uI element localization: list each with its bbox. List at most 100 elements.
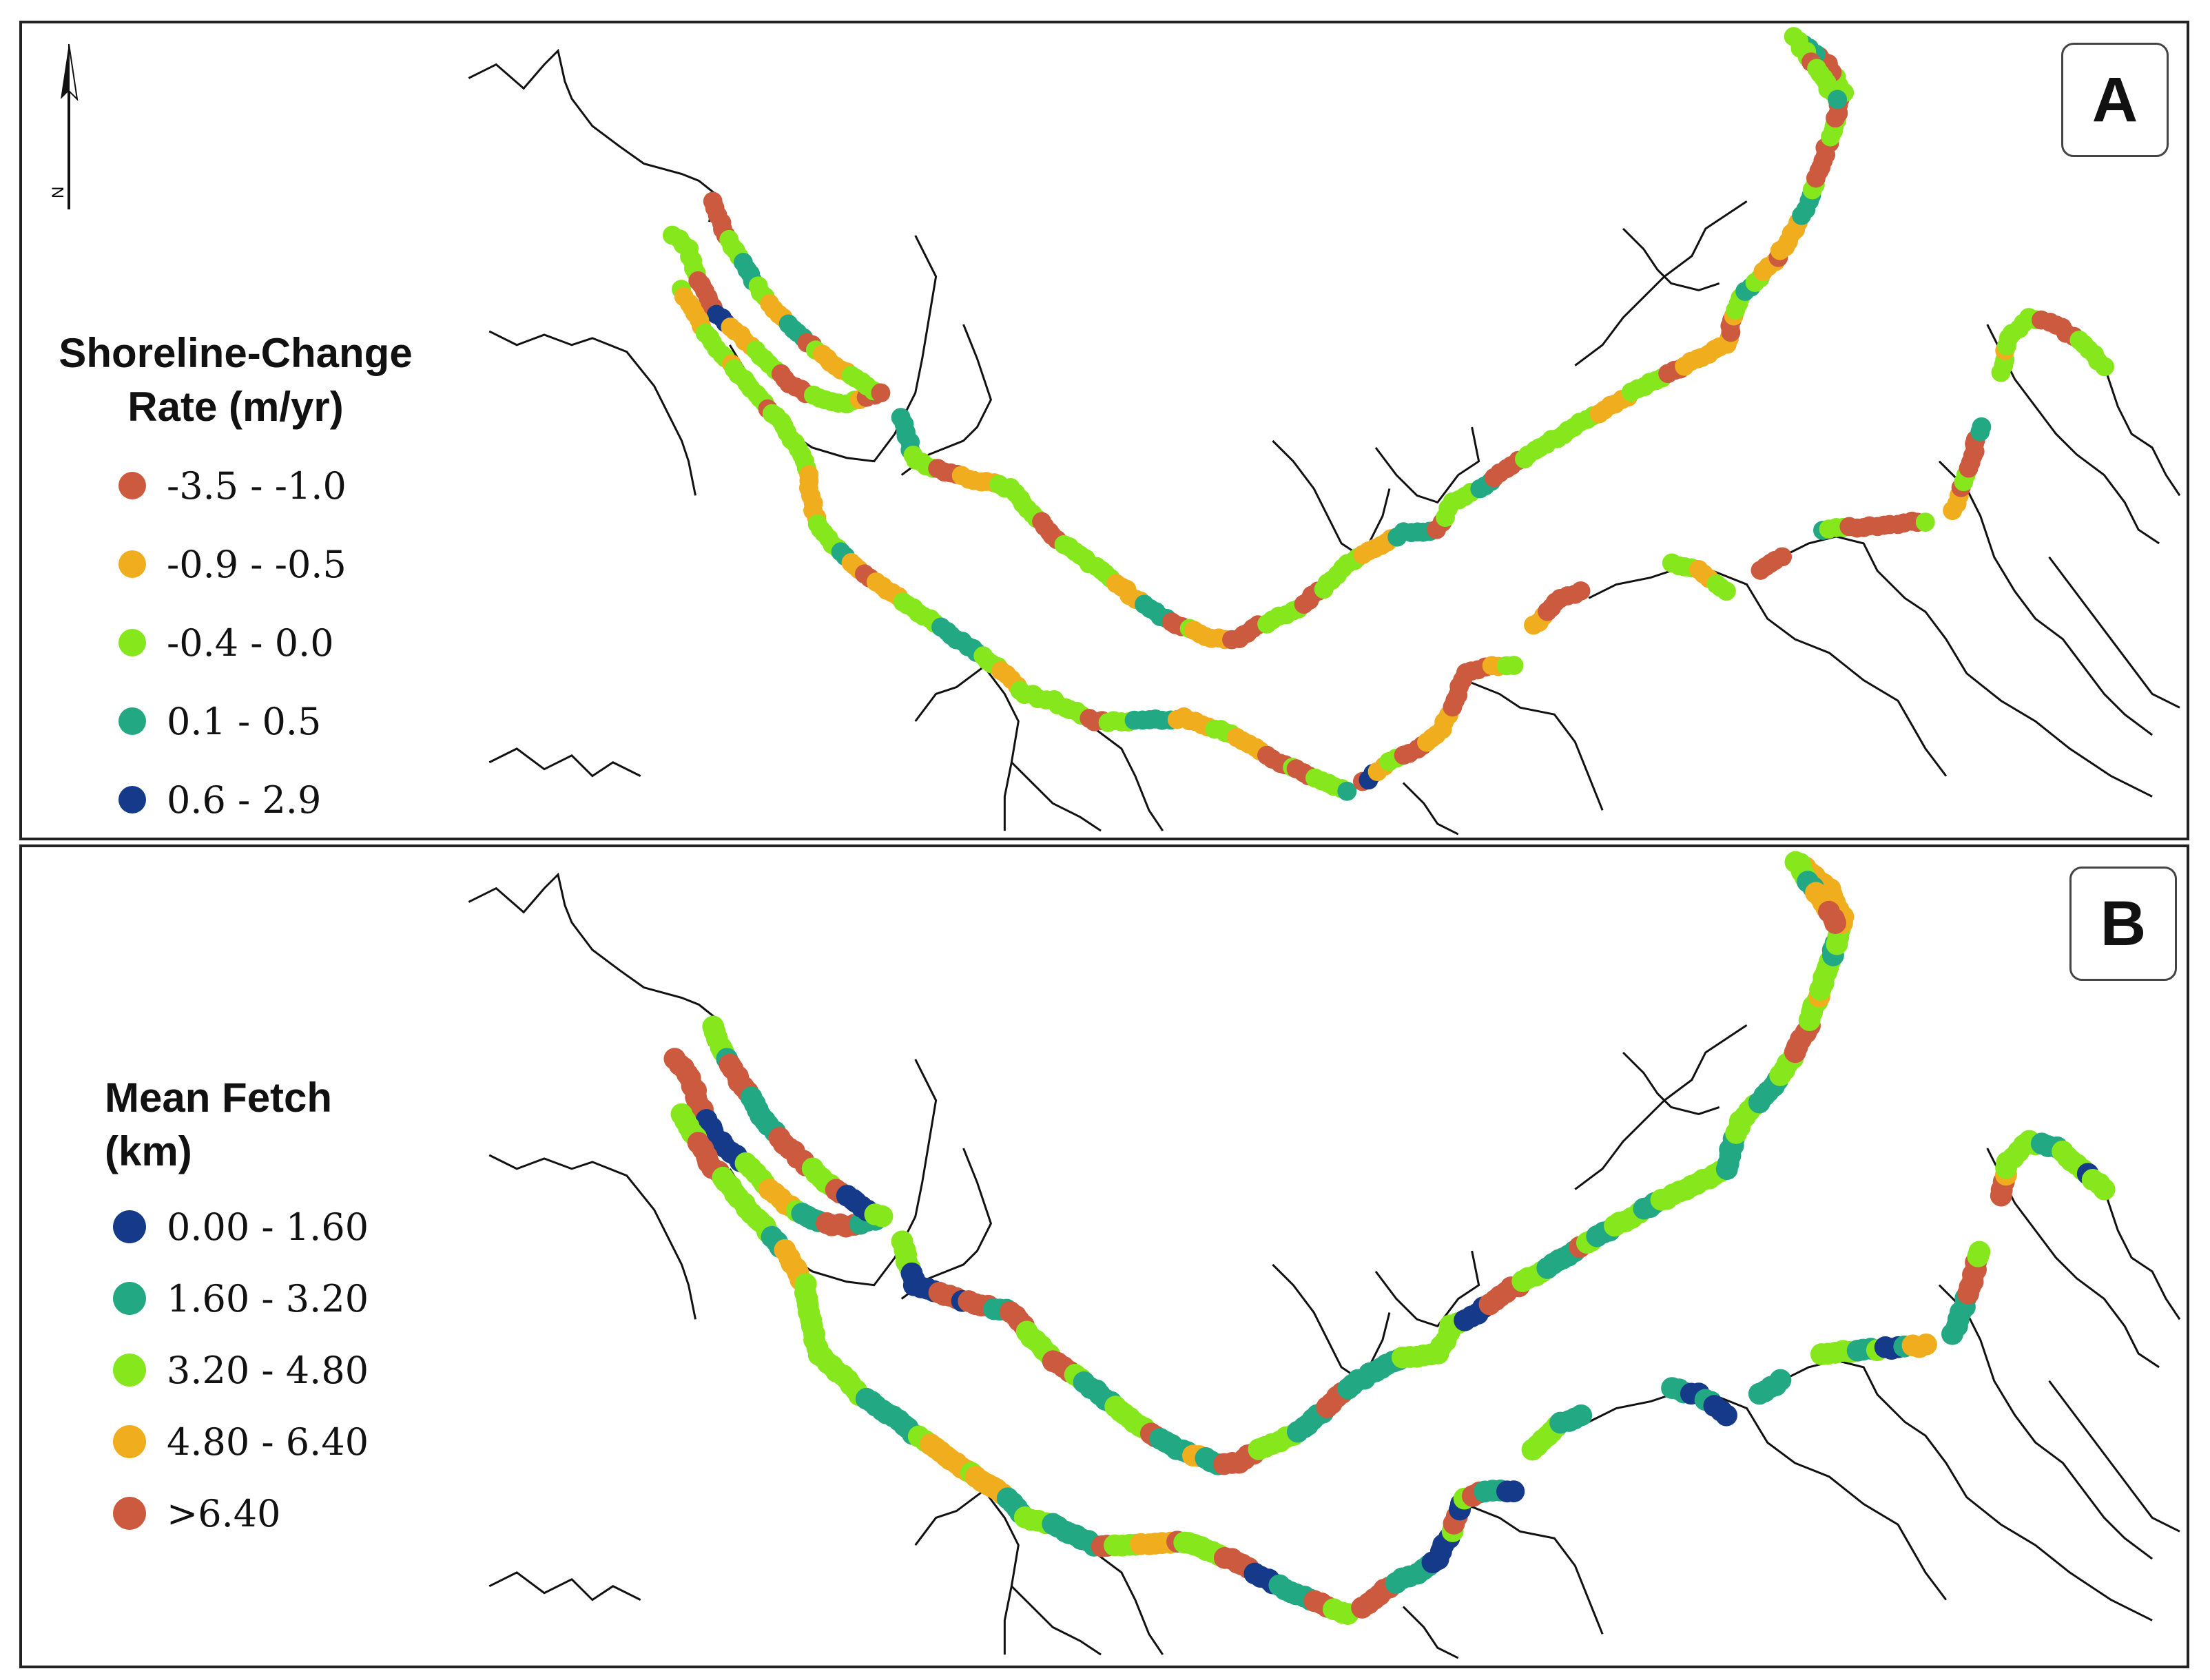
- coastline-segment: [2048, 1380, 2180, 1533]
- legend-label: 0.6 - 2.9: [167, 778, 322, 822]
- legend-swatch: [113, 1425, 146, 1458]
- panel-label-b: B: [2069, 867, 2177, 981]
- legend-swatch: [118, 629, 146, 656]
- legend-item: 0.1 - 0.5: [36, 682, 435, 760]
- legend-label: 3.20 - 4.80: [167, 1348, 369, 1392]
- shoreline-point: [1824, 912, 1846, 934]
- legend-label: 4.80 - 6.40: [167, 1420, 369, 1464]
- shoreline-point: [1716, 581, 1736, 601]
- panel-b-mean-fetch: Mean Fetch (km) 0.00 - 1.60 1.60 - 3.20 …: [19, 844, 2189, 1668]
- legend-item: 1.60 - 3.20: [36, 1263, 435, 1334]
- shoreline-point: [1769, 1369, 1792, 1391]
- shoreline-point: [1571, 581, 1591, 601]
- coastline-segment: [2103, 1189, 2181, 1320]
- legend-item: -0.9 - -0.5: [36, 525, 435, 603]
- coastline-segment: [488, 330, 696, 496]
- legend-label: 1.60 - 3.20: [167, 1276, 369, 1320]
- shoreline-point: [1773, 547, 1793, 567]
- shoreline-point: [1828, 90, 1848, 110]
- legend-title-b: Mean Fetch (km): [105, 1075, 333, 1174]
- north-label: N: [50, 187, 68, 198]
- legend-label: -3.5 - -1.0: [167, 464, 347, 508]
- shoreline-point: [1337, 781, 1357, 801]
- coastline-segment: [1272, 439, 1391, 559]
- legend-swatch: [118, 786, 146, 813]
- shoreline-point: [871, 1205, 894, 1227]
- coastline-segment: [900, 324, 993, 476]
- coastline-segment: [1588, 1387, 1948, 1601]
- legend-item: -3.5 - -1.0: [36, 446, 435, 525]
- legend-swatch: [113, 1210, 146, 1243]
- coastline-segment: [1402, 1606, 1459, 1659]
- panel-label-a: A: [2061, 43, 2169, 157]
- coastline-segment: [1374, 1250, 1480, 1328]
- legend-b: Mean Fetch (km) 0.00 - 1.60 1.60 - 3.20 …: [36, 1071, 435, 1549]
- legend-swatch: [118, 707, 146, 735]
- coastline-b: [468, 872, 2181, 1659]
- legend-item: 3.20 - 4.80: [36, 1334, 435, 1406]
- legend-swatch: [113, 1497, 146, 1530]
- coastline-segment: [1465, 1503, 1604, 1635]
- coastline-segment: [468, 48, 718, 222]
- panel-a-shoreline-change: N Shoreline-Change Rate (m/yr) -3.5 - -1…: [19, 21, 2189, 840]
- coastline-segment: [1272, 1263, 1391, 1382]
- shoreline-point: [2093, 1178, 2116, 1201]
- legend-item: -0.4 - 0.0: [36, 603, 435, 682]
- coastline-segment: [2103, 365, 2181, 497]
- coastline-segment: [1938, 1284, 2154, 1560]
- legend-label: >6.40: [167, 1491, 281, 1535]
- shoreline-point: [871, 383, 891, 403]
- legend-swatch: [118, 550, 146, 578]
- coastline-segment: [488, 1154, 696, 1320]
- legend-items-b: 0.00 - 1.60 1.60 - 3.20 3.20 - 4.80 4.80…: [36, 1191, 435, 1549]
- legend-item: 4.80 - 6.40: [36, 1406, 435, 1477]
- shoreline-point: [1968, 1241, 1991, 1263]
- legend-swatch: [118, 472, 146, 499]
- shoreline-point: [1570, 1404, 1593, 1427]
- north-arrow-icon: N: [50, 43, 79, 209]
- legend-label: -0.9 - -0.5: [167, 542, 347, 586]
- legend-item: 0.6 - 2.9: [36, 760, 435, 838]
- legend-label: -0.4 - 0.0: [167, 621, 334, 665]
- coastline-segment: [914, 1489, 1020, 1655]
- coastline-segment: [468, 872, 718, 1046]
- coastline-segment: [1938, 460, 2154, 736]
- shoreline-points-a: [662, 27, 2114, 801]
- coastline-segment: [1622, 1051, 1720, 1115]
- legend-item: >6.40: [36, 1477, 435, 1549]
- coastline-segment: [1093, 727, 1164, 831]
- legend-a: Shoreline-Change Rate (m/yr) -3.5 - -1.0…: [36, 326, 435, 838]
- coastline-segment: [1374, 426, 1480, 504]
- legend-item: 0.00 - 1.60: [36, 1191, 435, 1263]
- coastline-segment: [1622, 227, 1720, 291]
- coastline-segment: [1011, 1585, 1102, 1656]
- legend-label: 0.00 - 1.60: [167, 1205, 369, 1249]
- legend-items-a: -3.5 - -1.0 -0.9 - -0.5 -0.4 - 0.0 0.1 -…: [36, 446, 435, 838]
- coastline-segment: [1465, 679, 1604, 811]
- shoreline-point: [1915, 512, 1935, 532]
- coastline-segment: [914, 665, 1020, 831]
- coastline-a: [468, 48, 2181, 836]
- coastline-segment: [488, 1571, 641, 1601]
- coastline-segment: [1093, 1551, 1164, 1655]
- shoreline-point: [2095, 357, 2114, 377]
- coastline-segment: [488, 747, 641, 778]
- shoreline-point: [1504, 656, 1524, 675]
- legend-swatch: [113, 1282, 146, 1315]
- map-a: [468, 27, 2181, 836]
- coastline-segment: [1780, 535, 2153, 798]
- coastline-segment: [1588, 563, 1948, 777]
- legend-label: 0.1 - 0.5: [167, 699, 322, 743]
- shoreline-point: [1972, 417, 1992, 437]
- map-b: [468, 851, 2181, 1659]
- legend-title-a: Shoreline-Change Rate (m/yr): [59, 330, 413, 430]
- coastline-segment: [2048, 556, 2180, 709]
- coastline-segment: [1402, 782, 1459, 836]
- shoreline-point: [1715, 1404, 1737, 1427]
- coastline-segment: [1780, 1359, 2153, 1621]
- shoreline-point: [1915, 1333, 1937, 1356]
- legend-swatch: [113, 1354, 146, 1387]
- coastline-segment: [1011, 761, 1102, 832]
- shoreline-point: [1502, 1480, 1525, 1503]
- shoreline-points-b: [663, 851, 2116, 1625]
